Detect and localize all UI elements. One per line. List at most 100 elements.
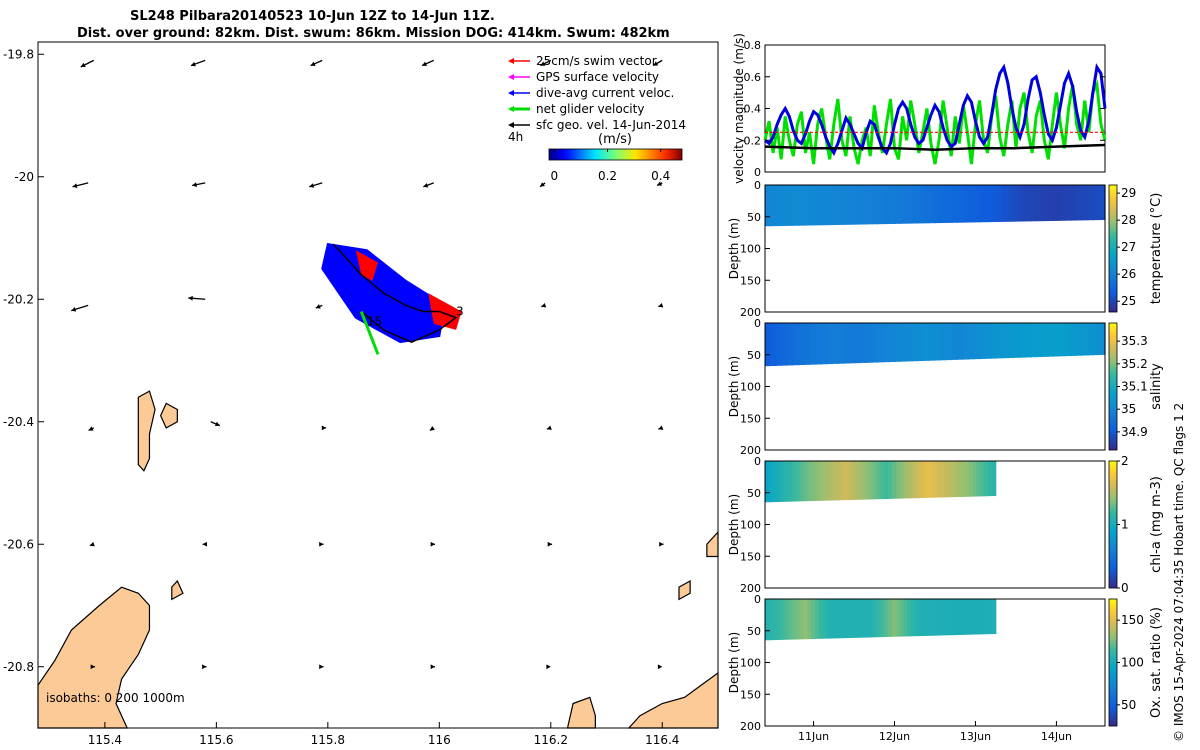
heatmap-cell bbox=[949, 599, 955, 636]
geo-velocity-arrowhead bbox=[309, 183, 315, 188]
heatmap-cell bbox=[969, 323, 976, 360]
legend-arrowhead bbox=[508, 90, 514, 96]
heatmap-cell bbox=[903, 599, 908, 637]
velocity-ylabel: velocity magnitude (m/s) bbox=[732, 33, 746, 184]
heatmap-cell bbox=[961, 599, 966, 635]
heatmap-panel: 0 50 100 150 200 Depth (m) 50 100 150 Ox. sat. ra… bbox=[727, 593, 1164, 743]
heatmap-cell bbox=[844, 323, 851, 364]
time-xtick-label: 13Jun bbox=[960, 730, 991, 743]
heatmap-cell bbox=[816, 185, 823, 226]
geo-velocity-arrowhead bbox=[546, 425, 552, 431]
velocity-series-line bbox=[763, 79, 1107, 165]
heatmap-cell bbox=[878, 185, 885, 225]
map-xtick-label: 115.6 bbox=[199, 733, 233, 747]
map-xtick-label: 116.4 bbox=[645, 733, 679, 747]
heatmap-cell bbox=[911, 461, 916, 499]
heatmap-cell bbox=[1082, 185, 1089, 221]
heatmap-cell bbox=[935, 323, 942, 361]
heatmap-cell bbox=[923, 185, 930, 224]
heatmap-cell bbox=[952, 323, 959, 360]
heatmap-cell bbox=[1008, 185, 1015, 222]
heatmap-cell bbox=[788, 599, 793, 640]
heatmap-colorbar-tick-label: 150 bbox=[1121, 613, 1144, 627]
heatmap-cell bbox=[895, 599, 901, 637]
heatmap-colorbar-tick-label: 28 bbox=[1121, 213, 1136, 227]
heatmap-cell bbox=[838, 461, 843, 501]
geo-velocity-arrowhead bbox=[657, 181, 663, 186]
legend-label: dive-avg current veloc. bbox=[536, 86, 674, 100]
heatmap-cell bbox=[895, 461, 901, 499]
heatmap-cell bbox=[957, 461, 962, 497]
heatmap-cell bbox=[864, 599, 870, 638]
heatmap-cell bbox=[833, 323, 840, 364]
heatmap-cell bbox=[780, 461, 785, 502]
heatmap-cell bbox=[907, 599, 912, 637]
heatmap-cell bbox=[914, 599, 920, 637]
heatmap-cell bbox=[880, 599, 885, 638]
legend-duration: 4h bbox=[508, 130, 523, 144]
heatmap-cell bbox=[826, 599, 831, 639]
heatmap-cell bbox=[968, 461, 974, 497]
heatmap-cell bbox=[1048, 323, 1055, 357]
heatmap-cell bbox=[867, 323, 874, 363]
glider-track-line bbox=[332, 243, 458, 343]
heatmap-cell bbox=[818, 461, 824, 501]
heatmap-cell bbox=[1065, 185, 1072, 221]
heatmap-cell bbox=[780, 599, 785, 640]
heatmap-cell bbox=[853, 599, 858, 638]
heatmap-cell bbox=[857, 461, 862, 500]
geo-velocity-arrowhead bbox=[658, 425, 664, 431]
heatmap-cell bbox=[793, 185, 800, 226]
velocity-ytick-label: 0.6 bbox=[744, 71, 762, 84]
heatmap-cell bbox=[888, 461, 893, 499]
heatmap-cell bbox=[804, 185, 811, 226]
heatmap-colorbar-tick-label: 2 bbox=[1121, 454, 1129, 468]
heatmap-cell bbox=[853, 461, 858, 500]
heatmap-cell bbox=[1054, 185, 1061, 221]
heatmap-ytick-label: 50 bbox=[747, 349, 761, 362]
isobaths-label: isobaths: 0 200 1000m bbox=[46, 691, 185, 705]
heatmap-cell bbox=[791, 461, 797, 502]
heatmap-cell bbox=[850, 185, 857, 225]
legend-label: 25cm/s swim vector bbox=[536, 54, 657, 68]
geo-velocity-arrowhead bbox=[430, 664, 436, 670]
heatmap-cell bbox=[980, 323, 987, 359]
heatmap-cell bbox=[845, 461, 851, 501]
map-ytick-label: -20 bbox=[14, 170, 34, 184]
heatmap-cell bbox=[946, 185, 953, 223]
geo-velocity-arrowhead bbox=[423, 182, 429, 188]
heatmap-colorbar-tick-label: 35.2 bbox=[1121, 357, 1148, 371]
geo-velocity-arrowhead bbox=[214, 421, 220, 427]
geo-velocity-arrowhead bbox=[546, 664, 551, 670]
heatmap-cell bbox=[1003, 185, 1010, 222]
geo-velocity-arrowhead bbox=[658, 303, 664, 308]
heatmap-cell bbox=[1076, 323, 1083, 356]
heatmap-cell bbox=[940, 323, 947, 361]
heatmap-cell bbox=[963, 185, 970, 223]
heatmap-cell bbox=[918, 185, 925, 224]
map-xtick-label: 115.8 bbox=[311, 733, 345, 747]
heatmap-cell bbox=[807, 599, 812, 640]
heatmap-cell bbox=[822, 599, 828, 639]
heatmap-cell bbox=[855, 185, 862, 225]
map-panel: 15 3 115.4 115.6 115.8 116 116.2 116.4 -19.8 -20 -… bbox=[3, 41, 719, 747]
heatmap-ytick-label: 0 bbox=[754, 317, 761, 330]
heatmap-cell bbox=[867, 185, 874, 225]
heatmap-cell bbox=[791, 599, 797, 640]
heatmap-cell bbox=[1037, 323, 1044, 358]
heatmap-cell bbox=[918, 599, 924, 637]
heatmap-cell bbox=[795, 461, 801, 502]
heatmap-cell bbox=[945, 599, 951, 636]
heatmap-ylabel: Depth (m) bbox=[727, 218, 741, 279]
geo-velocity-arrowhead bbox=[202, 541, 208, 547]
heatmap-cell bbox=[884, 185, 891, 225]
time-xtick-label: 11Jun bbox=[798, 730, 829, 743]
geo-velocity-arrowhead bbox=[71, 306, 77, 312]
geo-velocity-arrowhead bbox=[192, 182, 197, 187]
heatmap-cell bbox=[884, 323, 891, 363]
heatmap-panel: 0 50 100 150 200 Depth (m) 34.9 35 35.1 35.2 35.3 s… bbox=[727, 317, 1164, 457]
velocity-ytick-label: 0.2 bbox=[744, 134, 762, 147]
heatmap-cell bbox=[946, 323, 953, 361]
heatmap-cell bbox=[818, 599, 824, 639]
heatmap-cell bbox=[841, 599, 847, 639]
